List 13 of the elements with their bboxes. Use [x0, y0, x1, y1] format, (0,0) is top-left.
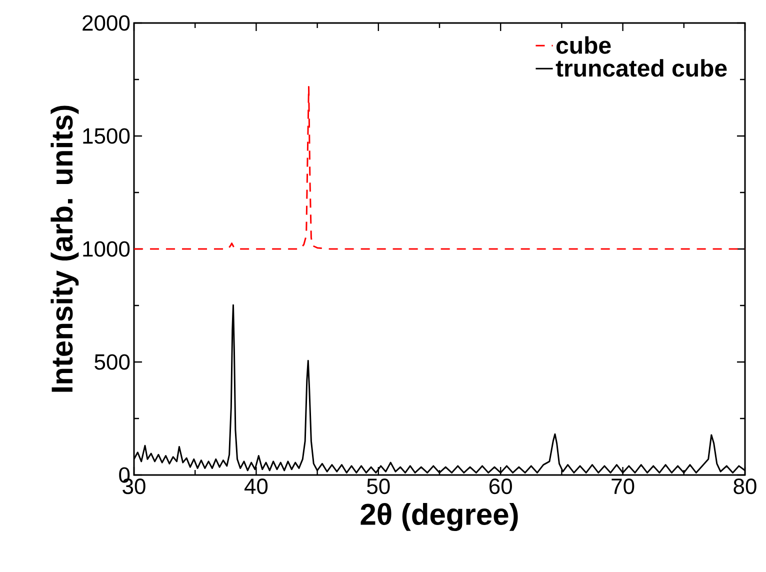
legend-label: cube [556, 36, 611, 54]
legend-label: truncated cube [556, 59, 727, 77]
x-tick-label: 80 [734, 478, 756, 494]
x-tick-label: 60 [489, 478, 512, 494]
y-tick-label: 1000 [83, 241, 130, 257]
x-tick-label: 50 [367, 478, 390, 494]
y-axis-title: Intensity (arb. units) [50, 106, 79, 392]
x-tick-label: 40 [244, 478, 268, 494]
y-tick-label: 500 [94, 354, 130, 370]
x-tick-label: 70 [612, 478, 634, 494]
y-tick-label: 2000 [82, 15, 130, 31]
x-axis-title: 2θ (degree) [360, 502, 518, 532]
y-tick-label: 1500 [83, 128, 130, 144]
